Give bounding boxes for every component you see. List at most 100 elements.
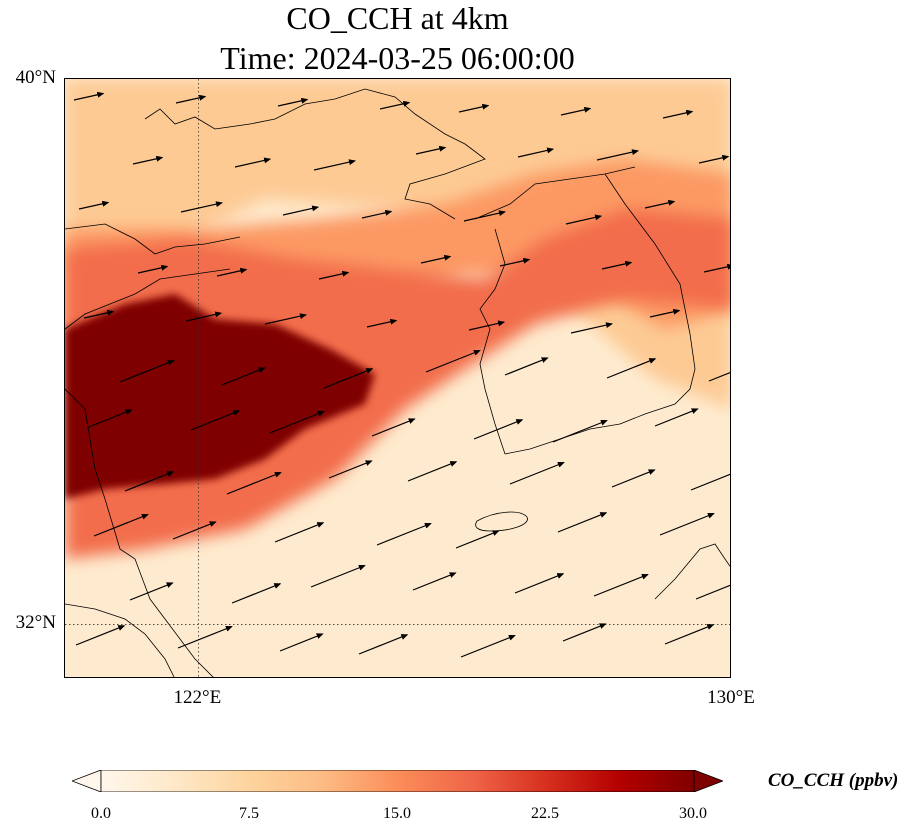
wind-arrow [366,318,398,328]
wind-arrow [562,623,607,642]
x-tick-label-130e: 130°E [707,687,755,708]
colorbar-tick-2: 15.0 [383,805,411,822]
wind-arrow [425,349,481,373]
wind-arrow [328,460,373,479]
colorbar-tick-1: 7.5 [239,805,259,822]
wind-arrow [318,270,350,280]
colorbar-extend-max [693,770,723,792]
colorbar-tick-0: 0.0 [91,805,111,822]
wind-arrow [412,572,457,591]
colorbar-gradient [100,770,695,792]
colorbar [72,770,723,792]
wind-arrow [274,522,325,543]
wind-arrow [593,573,649,597]
wind-vectors [73,91,730,658]
wind-arrow [499,257,531,267]
coastline-shandong [65,268,231,330]
wind-arrow [415,145,447,155]
wind-arrow [649,308,681,318]
wind-arrow [93,513,149,537]
gridlines [65,79,730,677]
wind-arrow [137,264,169,274]
wind-arrow [703,263,730,273]
wind-arrow [180,201,223,213]
wind-arrow [407,461,458,482]
wind-arrow [231,583,282,604]
wind-arrow [596,149,639,161]
wind-arrow [88,409,133,428]
yangtze-estuary [65,603,175,677]
coastline-japan-kyushu [654,543,730,600]
wind-arrow [468,320,506,331]
coastline-bohai-south [65,223,241,255]
colorbar-label: CO_CCH (ppbv) [768,770,899,791]
coastline-korea-north [474,166,636,220]
wind-arrow [376,522,432,546]
wind-arrow [601,260,633,270]
wind-arrow [654,408,699,427]
wind-arrow [509,461,565,485]
wind-arrow [698,154,730,164]
y-tick-label-32n: 32°N [15,612,56,634]
wind-arrow [606,358,657,379]
wind-arrow [226,471,282,495]
field-north [65,79,730,409]
wind-arrow [269,410,325,434]
wind-arrow [75,625,126,646]
wind-arrow [310,564,366,588]
wind-arrow [172,521,217,540]
wind-arrow [504,357,549,376]
wind-arrow [119,359,175,383]
wind-arrow [185,311,223,322]
wind-arrow [570,322,613,334]
wind-arrow [361,209,393,219]
wind-arrow [611,469,656,488]
field-high [65,294,375,499]
wind-arrow [557,512,608,533]
wind-arrow [234,157,272,168]
wind-arrow [323,368,374,389]
wind-arrow [264,313,307,325]
wind-arrow [659,512,715,536]
wind-arrow [129,582,174,601]
colorbar-tick-4: 30.0 [679,805,707,822]
wind-arrow [565,214,603,225]
title-line-2: Time: 2024-03-25 06:00:00 [220,40,575,76]
wind-arrow [78,200,110,210]
wind-arrow [560,106,592,116]
wind-arrow [514,573,565,594]
wind-arrow [517,147,555,158]
wind-arrow [458,103,490,113]
wind-arrow [420,254,452,264]
wind-arrow [124,471,175,492]
colorbar-tick-3: 22.5 [531,805,559,822]
wind-arrow [662,109,694,119]
coastline-korea-west [479,228,506,455]
wind-arrow [664,624,715,645]
wind-arrow [371,418,416,437]
map-panel[interactable] [64,78,731,678]
wind-arrow [190,410,241,431]
wind-arrow [73,91,105,101]
wind-arrow [313,159,356,171]
wind-arrow [473,419,524,440]
concentration-field [65,79,730,677]
wind-arrow [690,473,730,491]
colorbar-extend-min [72,770,102,792]
wind-arrow [279,633,324,652]
wind-arrow [695,584,730,600]
wind-arrow [282,205,320,216]
wind-arrow [277,97,309,107]
wind-arrow [83,309,115,319]
coastline-korea-east [604,173,696,425]
wind-arrow [644,199,676,209]
wind-arrow [177,625,233,649]
wind-arrow [358,634,409,655]
map-canvas [65,79,730,677]
wind-arrow [708,371,730,382]
wind-arrow [463,210,506,222]
wind-arrow [221,367,266,386]
title-line-1: CO_CCH at 4km [286,0,509,36]
x-tick-label-122e: 122°E [173,687,222,708]
wind-arrow [216,267,248,277]
